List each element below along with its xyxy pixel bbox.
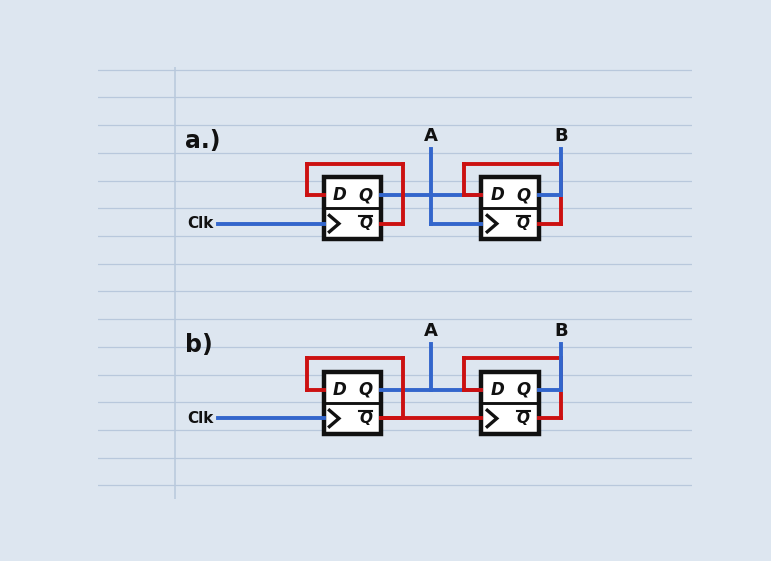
Text: Q: Q xyxy=(517,186,530,204)
Text: Q: Q xyxy=(359,381,372,399)
Text: Q: Q xyxy=(359,216,372,231)
Text: A: A xyxy=(424,127,438,145)
Text: Q: Q xyxy=(359,411,372,426)
Text: A: A xyxy=(424,322,438,340)
Text: D: D xyxy=(332,381,346,399)
Text: D: D xyxy=(332,186,346,204)
Text: Q: Q xyxy=(359,186,372,204)
Text: Q: Q xyxy=(517,411,530,426)
Text: Q: Q xyxy=(517,381,530,399)
Text: b): b) xyxy=(184,333,212,357)
Bar xyxy=(324,373,382,434)
Text: B: B xyxy=(554,127,567,145)
Text: Q: Q xyxy=(517,216,530,231)
Text: Clk: Clk xyxy=(187,216,214,231)
Bar xyxy=(481,373,539,434)
Bar xyxy=(481,177,539,239)
Bar xyxy=(324,177,382,239)
Text: D: D xyxy=(490,186,504,204)
Text: a.): a.) xyxy=(184,129,220,153)
Text: D: D xyxy=(490,381,504,399)
Text: B: B xyxy=(554,322,567,340)
Text: Clk: Clk xyxy=(187,411,214,426)
